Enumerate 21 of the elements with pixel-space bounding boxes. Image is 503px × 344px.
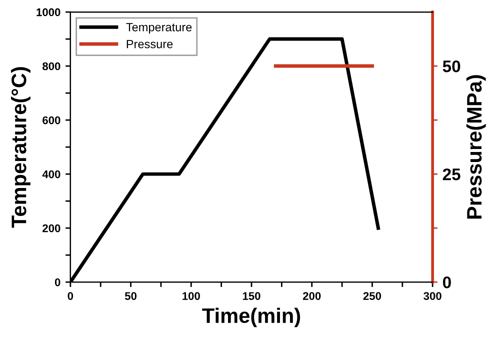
y2-tick-label: 0 — [442, 276, 451, 288]
y-axis-title: Temperature(°C) — [11, 67, 30, 228]
x-tick-label: 250 — [363, 292, 382, 300]
y2-tick-label: 25 — [442, 168, 460, 180]
x-tick-label: 100 — [182, 292, 200, 300]
x-tick-label: 300 — [424, 292, 442, 300]
y-tick-label: 400 — [42, 170, 60, 178]
y-tick-label: 200 — [42, 224, 60, 232]
y-tick-label: 800 — [42, 62, 60, 70]
x-axis-title: Time(min) — [202, 308, 300, 328]
x-tick-label: 50 — [124, 292, 137, 300]
y-tick-label: 0 — [54, 278, 60, 286]
x-tick-label: 150 — [242, 292, 260, 300]
x-tick-label: 0 — [68, 292, 74, 300]
legend-label: Pressure — [126, 40, 173, 48]
y2-axis-title: Pressure(MPa) — [466, 75, 486, 219]
x-tick-label: 200 — [302, 292, 321, 300]
y-tick-label: 600 — [42, 116, 60, 124]
y-tick-label: 1000 — [36, 8, 60, 16]
legend-label: Temperature — [126, 23, 192, 34]
y2-tick-label: 50 — [442, 60, 460, 72]
